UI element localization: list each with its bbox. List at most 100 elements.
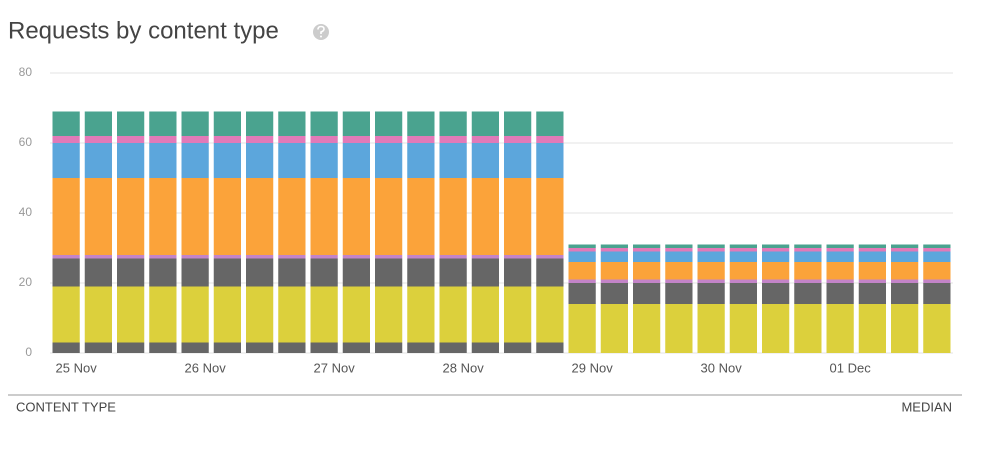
- bar-segment: [407, 143, 435, 178]
- bar-segment: [181, 286, 209, 343]
- bar-segment: [697, 248, 725, 252]
- bar-segment: [52, 286, 80, 343]
- help-icon-dot[interactable]: [320, 35, 322, 38]
- y-tick-label: 0: [25, 345, 32, 359]
- bar-segment: [762, 251, 790, 262]
- bar-segment: [536, 111, 564, 136]
- bar-segment: [923, 262, 951, 280]
- bar-segment: [439, 258, 467, 287]
- bar-segment: [858, 248, 886, 252]
- bar-segment: [310, 286, 338, 343]
- bar-segment: [213, 286, 241, 343]
- bar-segment: [117, 111, 145, 136]
- bar-segment: [826, 304, 854, 353]
- bar-segment: [213, 143, 241, 178]
- bar-segment: [471, 342, 499, 353]
- bar-segment: [117, 258, 145, 287]
- bar-segment: [633, 304, 661, 353]
- bar-segment: [439, 255, 467, 259]
- bar-segment: [891, 279, 919, 283]
- bar-segment: [84, 286, 112, 343]
- bar-segment: [439, 143, 467, 178]
- bar-segment: [697, 244, 725, 248]
- bar-segment: [342, 255, 370, 259]
- bar-segment: [117, 286, 145, 343]
- bar-segment: [278, 136, 306, 143]
- bar-segment: [665, 251, 693, 262]
- bar-segment: [278, 258, 306, 287]
- bar-segment: [439, 136, 467, 143]
- bar-segment: [504, 111, 532, 136]
- bar-segment: [278, 111, 306, 136]
- bar-segment: [891, 244, 919, 248]
- bar-segment: [633, 251, 661, 262]
- x-tick-label: 26 Nov: [185, 360, 227, 375]
- bar-segment: [858, 304, 886, 353]
- help-icon-glyph[interactable]: [317, 25, 325, 35]
- bar-segment: [375, 178, 403, 255]
- bar-segment: [52, 136, 80, 143]
- bar-segment: [181, 143, 209, 178]
- bar-segment: [504, 143, 532, 178]
- bar-segment: [697, 251, 725, 262]
- bar-segment: [665, 279, 693, 283]
- bar-segment: [149, 342, 177, 353]
- bar-segment: [665, 304, 693, 353]
- bar-segment: [504, 258, 532, 287]
- bar-segment: [568, 251, 596, 262]
- bar-segment: [891, 304, 919, 353]
- bar-segment: [439, 178, 467, 255]
- chart-title: Requests by content type: [8, 17, 279, 44]
- bar-segment: [181, 178, 209, 255]
- bar-segment: [181, 255, 209, 259]
- bar-segment: [181, 258, 209, 287]
- x-tick-label: 28 Nov: [443, 360, 485, 375]
- bar-segment: [568, 244, 596, 248]
- bar-segment: [278, 342, 306, 353]
- bar-segment: [891, 248, 919, 252]
- bar-segment: [52, 143, 80, 178]
- bar-segment: [310, 255, 338, 259]
- bar-segment: [826, 262, 854, 280]
- bar-segment: [826, 244, 854, 248]
- bar-segment: [858, 279, 886, 283]
- bar-segment: [568, 304, 596, 353]
- bar-segment: [407, 136, 435, 143]
- bar-segment: [600, 262, 628, 280]
- bar-segment: [858, 251, 886, 262]
- bar-segment: [858, 244, 886, 248]
- bar-segment: [213, 258, 241, 287]
- bar-segment: [149, 143, 177, 178]
- x-tick-label: 01 Dec: [830, 360, 872, 375]
- bar-segment: [149, 111, 177, 136]
- bar-segment: [117, 255, 145, 259]
- bar-segment: [213, 255, 241, 259]
- bar-segment: [310, 111, 338, 136]
- bar-segment: [536, 258, 564, 287]
- bar-segment: [504, 342, 532, 353]
- bar-segment: [633, 248, 661, 252]
- bar-segment: [729, 262, 757, 280]
- bar-segment: [794, 283, 822, 304]
- bar-segment: [278, 178, 306, 255]
- bar-segment: [471, 178, 499, 255]
- bar-segment: [375, 342, 403, 353]
- bar-segment: [375, 136, 403, 143]
- help-icon[interactable]: [313, 24, 329, 40]
- bar-segment: [600, 283, 628, 304]
- bar-segment: [310, 143, 338, 178]
- bar-segment: [471, 286, 499, 343]
- bar-segment: [84, 255, 112, 259]
- bar-segment: [310, 136, 338, 143]
- bar-segment: [84, 178, 112, 255]
- bar-segment: [342, 286, 370, 343]
- bar-segment: [729, 304, 757, 353]
- bar-segment: [149, 258, 177, 287]
- bar-segment: [568, 248, 596, 252]
- bar-segment: [471, 136, 499, 143]
- bar-segment: [891, 251, 919, 262]
- bar-segment: [246, 258, 274, 287]
- bar-segment: [84, 258, 112, 287]
- bar-segment: [697, 262, 725, 280]
- bar-segment: [794, 279, 822, 283]
